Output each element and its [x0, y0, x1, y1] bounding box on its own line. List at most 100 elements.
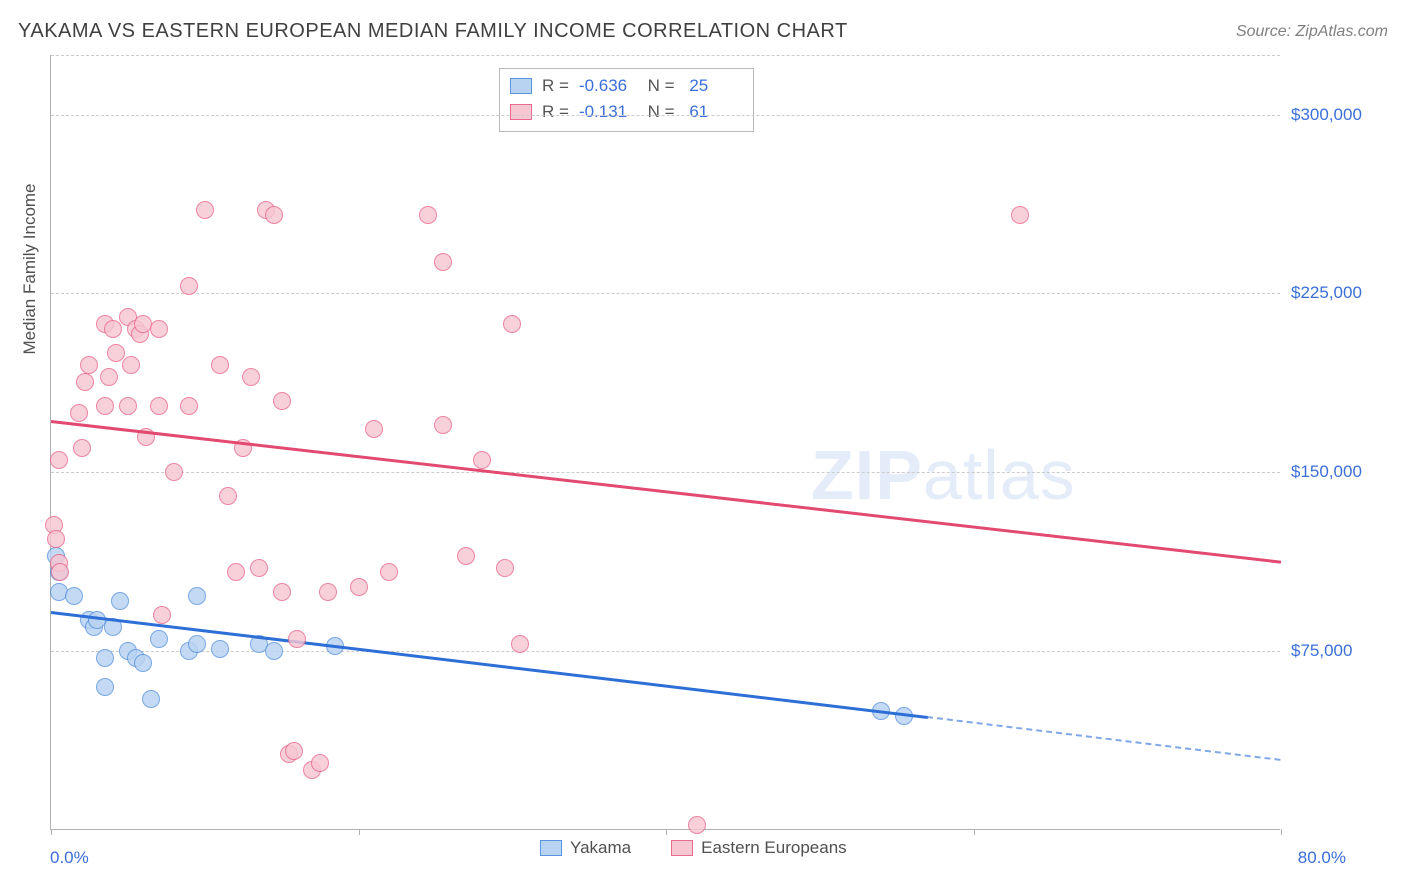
watermark: ZIPatlas [811, 435, 1076, 515]
x-axis-min-label: 0.0% [50, 848, 89, 868]
stat-row: R = -0.131 N = 61 [510, 99, 739, 125]
data-point [227, 563, 245, 581]
chart-source: Source: ZipAtlas.com [1236, 23, 1388, 41]
data-point [250, 559, 268, 577]
data-point [1011, 206, 1029, 224]
gridline [51, 651, 1280, 652]
stat-n-value: 25 [685, 73, 739, 99]
legend-item: Yakama [540, 838, 631, 858]
data-point [80, 356, 98, 374]
chart-header: YAKAMA VS EASTERN EUROPEAN MEDIAN FAMILY… [18, 20, 1388, 43]
data-point [180, 397, 198, 415]
data-point [73, 439, 91, 457]
data-point [265, 642, 283, 660]
data-point [511, 635, 529, 653]
data-point [70, 404, 88, 422]
chart-title: YAKAMA VS EASTERN EUROPEAN MEDIAN FAMILY… [18, 20, 848, 43]
y-tick-label: $225,000 [1291, 283, 1362, 303]
legend-swatch [510, 78, 532, 94]
legend-label: Eastern Europeans [701, 838, 847, 858]
data-point [211, 356, 229, 374]
data-point [150, 630, 168, 648]
data-point [273, 583, 291, 601]
chart-legend: Yakama Eastern Europeans [540, 838, 847, 858]
y-tick-label: $150,000 [1291, 462, 1362, 482]
data-point [380, 563, 398, 581]
trend-line-extrapolated [927, 716, 1281, 761]
x-tick [51, 829, 52, 835]
legend-swatch [540, 840, 562, 856]
data-point [165, 463, 183, 481]
legend-item: Eastern Europeans [671, 838, 847, 858]
data-point [111, 592, 129, 610]
data-point [142, 690, 160, 708]
data-point [50, 451, 68, 469]
y-tick-label: $75,000 [1291, 641, 1352, 661]
data-point [134, 654, 152, 672]
stat-r-value: -0.131 [579, 99, 633, 125]
data-point [76, 373, 94, 391]
data-point [150, 397, 168, 415]
x-tick [666, 829, 667, 835]
stat-n-value: 61 [685, 99, 739, 125]
data-point [319, 583, 337, 601]
data-point [196, 201, 214, 219]
gridline [51, 115, 1280, 116]
data-point [107, 344, 125, 362]
gridline [51, 55, 1280, 56]
data-point [419, 206, 437, 224]
data-point [122, 356, 140, 374]
data-point [365, 420, 383, 438]
x-tick [1281, 829, 1282, 835]
data-point [180, 277, 198, 295]
data-point [104, 320, 122, 338]
legend-swatch [510, 104, 532, 120]
data-point [47, 530, 65, 548]
data-point [96, 649, 114, 667]
data-point [288, 630, 306, 648]
data-point [188, 635, 206, 653]
data-point [503, 315, 521, 333]
data-point [457, 547, 475, 565]
data-point [100, 368, 118, 386]
data-point [96, 678, 114, 696]
data-point [153, 606, 171, 624]
legend-swatch [671, 840, 693, 856]
trend-line [51, 611, 928, 719]
data-point [219, 487, 237, 505]
correlation-stats-box: R = -0.636 N = 25 R = -0.131 N = 61 [499, 68, 754, 132]
data-point [311, 754, 329, 772]
data-point [211, 640, 229, 658]
data-point [119, 397, 137, 415]
gridline [51, 293, 1280, 294]
data-point [273, 392, 291, 410]
data-point [434, 253, 452, 271]
stat-r-label: R = [542, 99, 569, 125]
data-point [51, 563, 69, 581]
chart-plot-area: ZIPatlas R = -0.636 N = 25 R = -0.131 N = 6… [50, 55, 1280, 830]
data-point [242, 368, 260, 386]
data-point [285, 742, 303, 760]
stat-row: R = -0.636 N = 25 [510, 73, 739, 99]
y-axis-title: Median Family Income [20, 183, 40, 354]
data-point [188, 587, 206, 605]
stat-r-value: -0.636 [579, 73, 633, 99]
data-point [96, 397, 114, 415]
x-axis-max-label: 80.0% [1298, 848, 1346, 868]
gridline [51, 472, 1280, 473]
stat-r-label: R = [542, 73, 569, 99]
x-tick [359, 829, 360, 835]
stat-n-label: N = [643, 99, 675, 125]
data-point [350, 578, 368, 596]
data-point [496, 559, 514, 577]
data-point [150, 320, 168, 338]
y-tick-label: $300,000 [1291, 105, 1362, 125]
data-point [65, 587, 83, 605]
data-point [688, 816, 706, 834]
data-point [473, 451, 491, 469]
legend-label: Yakama [570, 838, 631, 858]
data-point [434, 416, 452, 434]
x-tick [974, 829, 975, 835]
data-point [265, 206, 283, 224]
stat-n-label: N = [643, 73, 675, 99]
